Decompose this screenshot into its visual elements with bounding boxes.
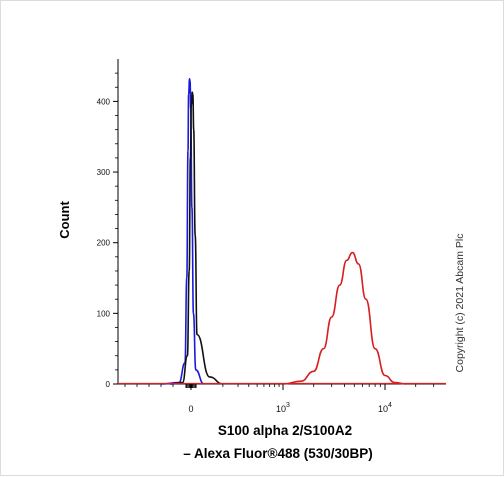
series-line-2: [170, 91, 223, 385]
labels: Count S100 alpha 2/S100A2 – Alexa Fluor®…: [57, 201, 466, 461]
y-tick-label: 0: [106, 380, 111, 389]
x-tick-label: 104: [378, 402, 392, 414]
x-axis-label-line2: – Alexa Fluor®488 (530/30BP): [183, 446, 373, 461]
y-tick-label: 300: [97, 168, 111, 177]
y-axis-label: Count: [57, 201, 72, 239]
y-tick-label: 400: [97, 97, 111, 106]
y-tick-label: 100: [97, 309, 111, 318]
series-line-3: [282, 251, 406, 385]
y-tick-label: 200: [97, 239, 111, 248]
series-line-1: [160, 78, 205, 385]
series-layer: [118, 78, 446, 385]
x-tick-label: 103: [276, 402, 290, 414]
x-axis-label-line1: S100 alpha 2/S100A2: [218, 423, 352, 438]
axes: 0 100 200 300 400 0 103 104: [97, 59, 446, 414]
copyright-text: Copyright (c) 2021 Abcam Plc: [454, 234, 466, 373]
x-tick-label: 0: [188, 404, 193, 414]
